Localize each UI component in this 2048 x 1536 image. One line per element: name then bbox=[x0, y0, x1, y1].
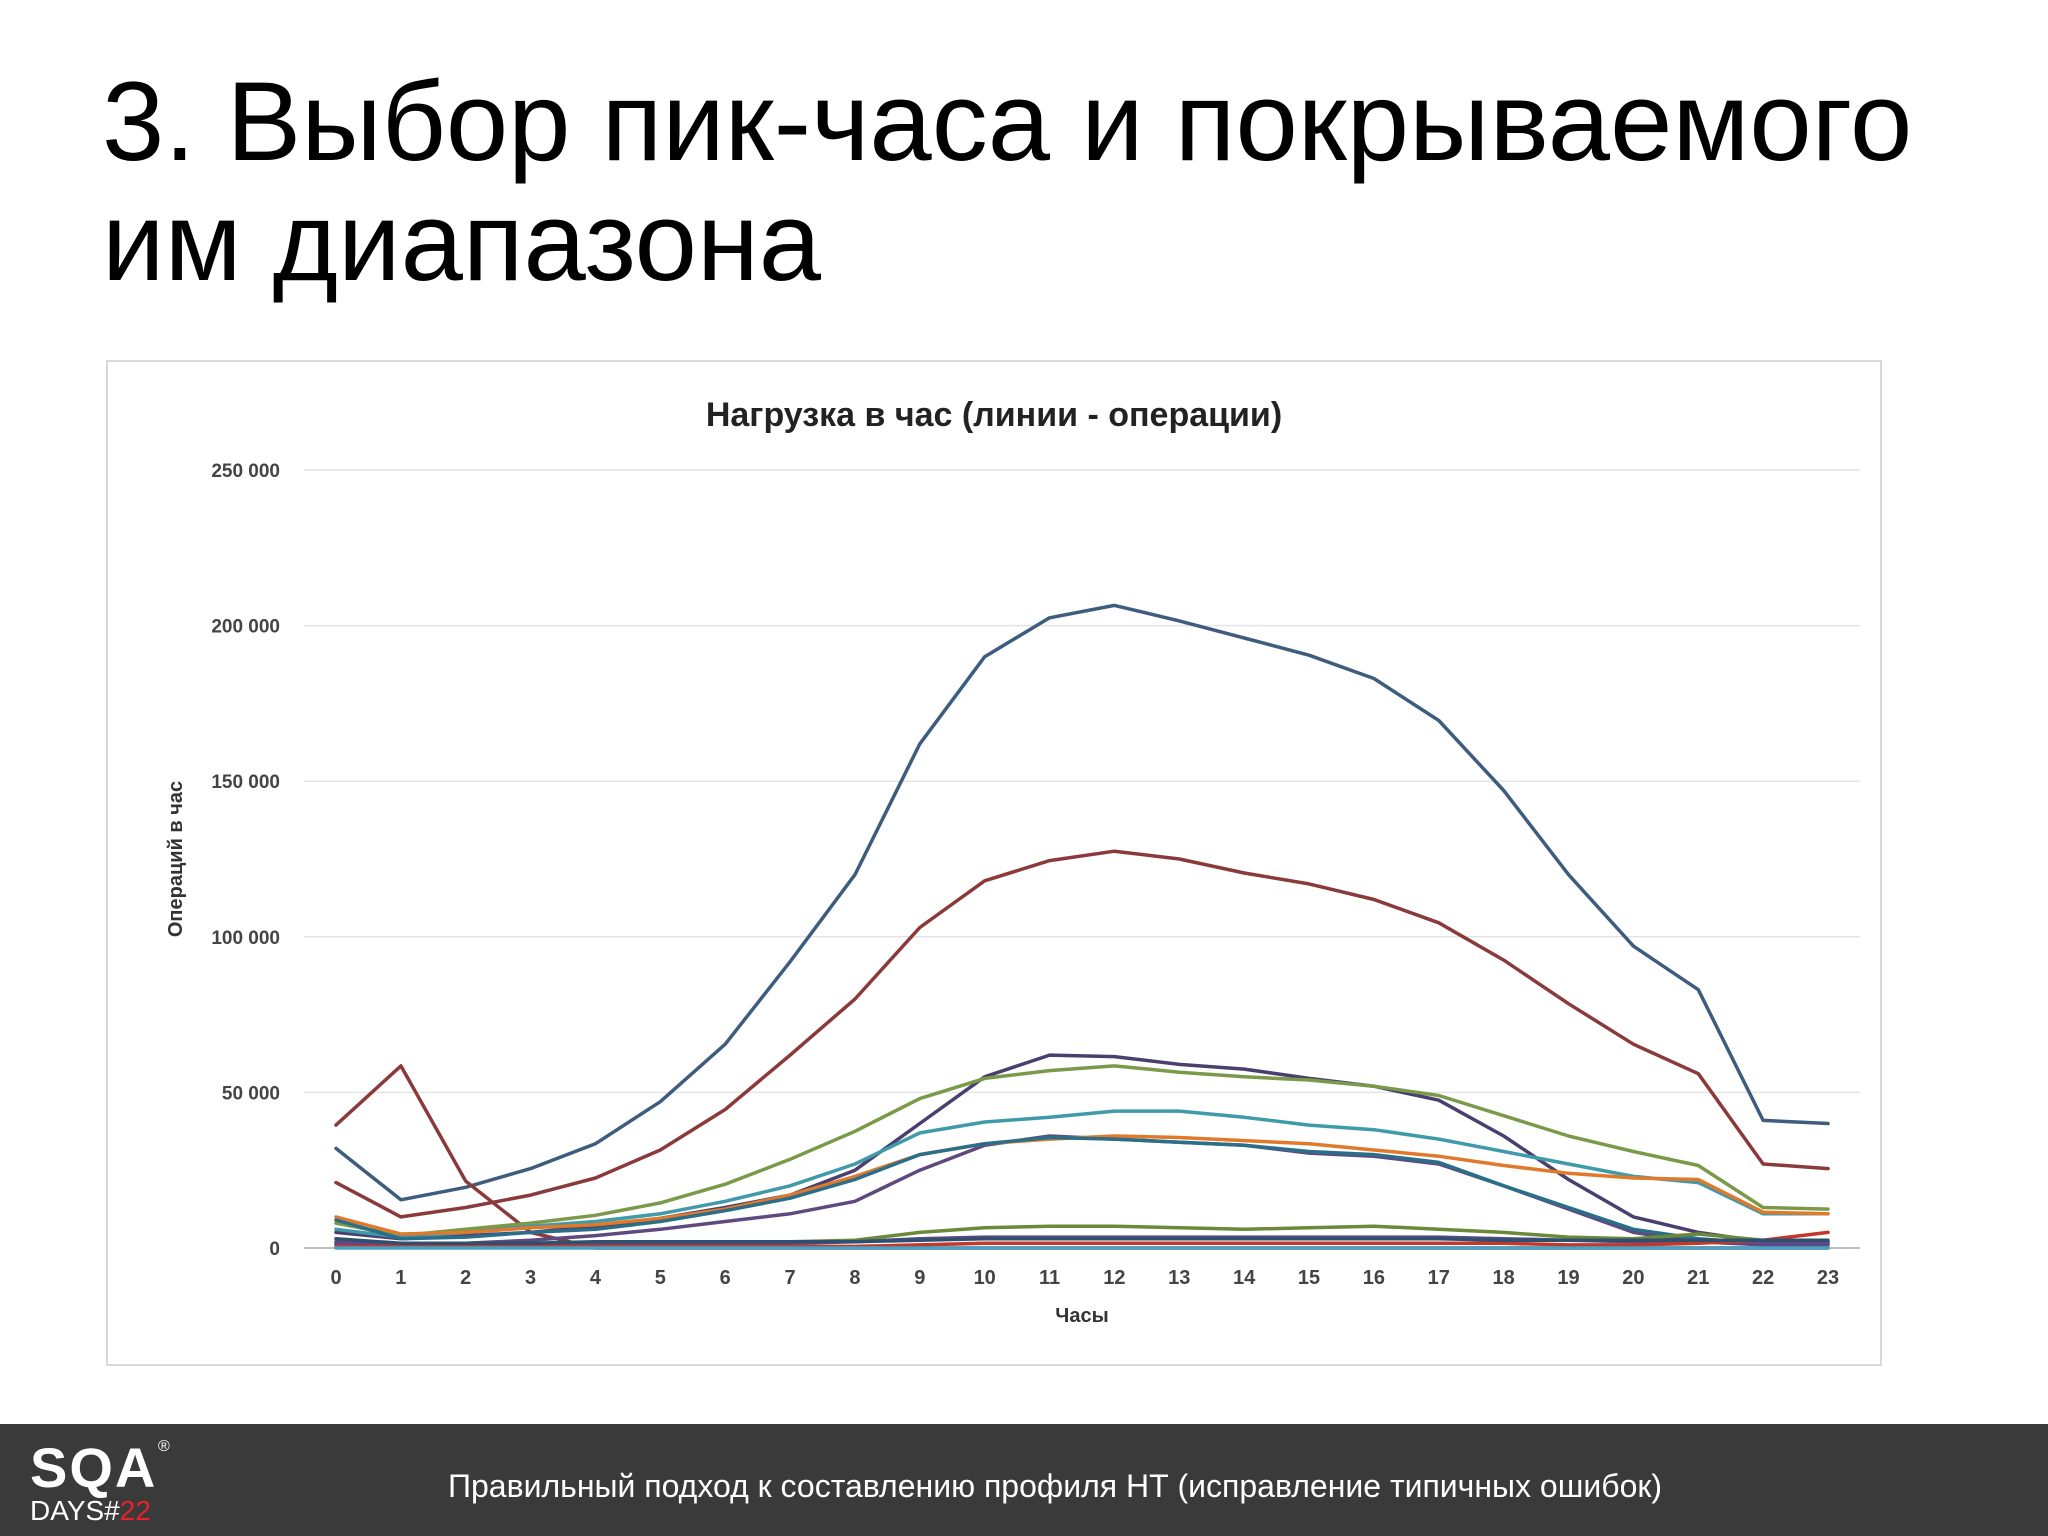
x-tick-label: 5 bbox=[655, 1267, 666, 1289]
series-lines bbox=[334, 603, 1830, 1250]
series-line-3 bbox=[334, 849, 1830, 1219]
slide-title: 3. Выбор пик-часа и покрываемого им диап… bbox=[102, 62, 2002, 302]
slide-title-line-2: им диапазона bbox=[102, 179, 822, 304]
x-tick-label: 11 bbox=[1039, 1267, 1060, 1289]
x-tick-label: 17 bbox=[1428, 1267, 1450, 1289]
x-tick-label: 3 bbox=[525, 1267, 536, 1289]
x-tick-label: 9 bbox=[914, 1267, 925, 1289]
logo-main-text: SQA bbox=[30, 1436, 158, 1499]
sqa-days-logo: SQA ® DAYS#22 bbox=[28, 1438, 178, 1528]
x-tick-label: 21 bbox=[1687, 1267, 1709, 1289]
y-tick-label: 250 000 bbox=[211, 461, 280, 482]
x-tick-label: 12 bbox=[1103, 1267, 1125, 1289]
x-tick-label: 2 bbox=[460, 1267, 471, 1289]
y-tick-label: 150 000 bbox=[211, 772, 280, 793]
y-tick-label: 0 bbox=[269, 1239, 280, 1260]
x-tick-label: 23 bbox=[1817, 1267, 1839, 1289]
x-tick-label: 1 bbox=[395, 1267, 406, 1289]
series-line-6 bbox=[334, 1064, 1830, 1238]
chart-frame: Нагрузка в час (линии - операции) 0 50 00… bbox=[106, 360, 1882, 1366]
logo-sub-prefix: DAYS# bbox=[30, 1495, 120, 1526]
x-axis-label: Часы bbox=[1055, 1305, 1108, 1327]
x-tick-label: 10 bbox=[974, 1267, 996, 1289]
slide-title-line-1: 3. Выбор пик-часа и покрываемого bbox=[102, 59, 1913, 184]
series-line-7 bbox=[334, 1109, 1830, 1239]
x-tick-label: 15 bbox=[1298, 1267, 1320, 1289]
series-line-13 bbox=[334, 1236, 1830, 1246]
x-tick-label: 6 bbox=[720, 1267, 731, 1289]
x-tick-label: 14 bbox=[1233, 1267, 1256, 1289]
x-tick-label: 22 bbox=[1752, 1267, 1774, 1289]
x-tick-labels: 0 1 2 3 4 5 6 7 8 9 10 11 12 13 14 15 16 17 18 19 20 21 22 23 bbox=[330, 1267, 1839, 1289]
y-axis-label: Операций в час bbox=[165, 781, 187, 937]
chart-title: Нагрузка в час (линии - операции) bbox=[706, 396, 1282, 434]
footer-bar: SQA ® DAYS#22 Правильный подход к состав… bbox=[0, 1424, 2048, 1536]
logo-sub-text: DAYS#22 bbox=[30, 1496, 151, 1526]
y-tick-label: 100 000 bbox=[211, 928, 280, 949]
x-tick-label: 16 bbox=[1363, 1267, 1385, 1289]
x-tick-label: 13 bbox=[1168, 1267, 1190, 1289]
x-tick-label: 4 bbox=[590, 1267, 602, 1289]
x-tick-label: 19 bbox=[1557, 1267, 1579, 1289]
y-tick-label: 50 000 bbox=[222, 1083, 280, 1104]
registered-mark: ® bbox=[158, 1438, 170, 1455]
series-line-5 bbox=[334, 1053, 1830, 1244]
series-line-9 bbox=[334, 1135, 1830, 1246]
x-tick-label: 18 bbox=[1493, 1267, 1515, 1289]
y-tick-labels: 0 50 000 100 000 150 000 200 000 250 000 bbox=[211, 461, 280, 1260]
x-tick-label: 7 bbox=[785, 1267, 796, 1289]
series-line-1 bbox=[334, 603, 1830, 1202]
x-tick-label: 20 bbox=[1622, 1267, 1644, 1289]
x-tick-label: 0 bbox=[330, 1267, 341, 1289]
line-chart: Нагрузка в час (линии - операции) 0 50 00… bbox=[165, 396, 1860, 1327]
grid-lines bbox=[304, 469, 1860, 1249]
x-tick-label: 8 bbox=[849, 1267, 860, 1289]
y-tick-label: 200 000 bbox=[211, 617, 280, 638]
footer-caption: Правильный подход к составлению профиля … bbox=[448, 1468, 1663, 1504]
logo-sub-number: 22 bbox=[119, 1495, 151, 1526]
